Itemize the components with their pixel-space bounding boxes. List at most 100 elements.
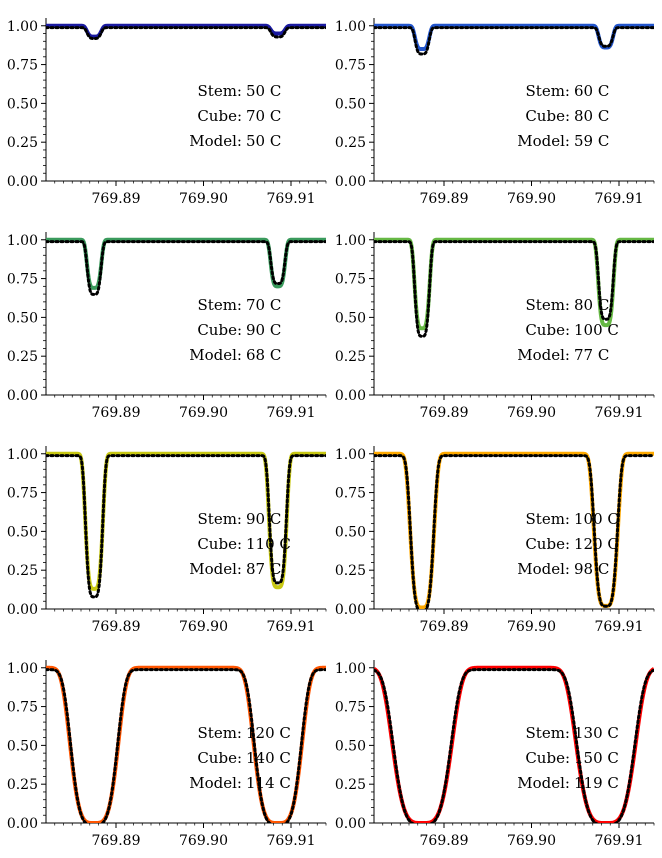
y-tick-label: 0.00 [335, 174, 366, 190]
y-tick-label: 0.50 [7, 96, 38, 112]
model-label: Model: [189, 346, 242, 364]
x-tick-label: 769.90 [179, 405, 228, 421]
y-tick-label: 0.25 [7, 777, 38, 793]
y-tick-label: 0.00 [335, 816, 366, 832]
x-tick-label: 769.91 [595, 833, 644, 849]
measured-spectrum-line [46, 451, 326, 591]
cube-value: 70 C [246, 107, 281, 125]
plot-area [374, 23, 654, 56]
plot-area [374, 665, 654, 823]
stem-label: Stem: [198, 724, 242, 742]
model-label: Model: [189, 560, 242, 578]
model-label: Model: [517, 132, 570, 150]
stem-value: 130 C [574, 724, 619, 742]
x-tick-label: 769.91 [267, 833, 316, 849]
stem-value: 90 C [246, 510, 281, 528]
y-tick-label: 0.00 [7, 602, 38, 618]
y-tick-label: 0.00 [7, 388, 38, 404]
model-spectrum-line [374, 240, 654, 338]
y-tick-label: 0.25 [335, 135, 366, 151]
cube-value: 140 C [246, 749, 291, 767]
y-tick-label: 0.25 [7, 135, 38, 151]
y-tick-label: 0.75 [335, 272, 366, 288]
measured-spectrum-line [46, 237, 326, 290]
y-tick-label: 0.50 [7, 738, 38, 754]
cube-label: Cube: [197, 321, 242, 339]
y-tick-label: 0.75 [335, 58, 366, 74]
model-value: 87 C [246, 560, 281, 578]
measured-spectrum-line [374, 237, 654, 331]
plot-area [374, 451, 654, 609]
measured-spectrum-line [46, 23, 326, 39]
x-tick-label: 769.91 [595, 191, 644, 207]
cube-value: 150 C [574, 749, 619, 767]
cube-label: Cube: [525, 321, 570, 339]
y-tick-label: 1.00 [335, 19, 366, 35]
x-tick-label: 769.89 [92, 833, 141, 849]
model-spectrum-line [46, 668, 326, 823]
x-tick-label: 769.89 [92, 405, 141, 421]
y-tick-label: 0.75 [7, 58, 38, 74]
x-tick-label: 769.90 [179, 833, 228, 849]
stem-value: 100 C [574, 510, 619, 528]
y-tick-label: 0.25 [335, 777, 366, 793]
panel-3: 0.00 0.25 0.50 0.75 1.00 769.89 769.90 769.91 St… [7, 232, 327, 421]
cube-value: 90 C [246, 321, 281, 339]
measured-spectrum-line [46, 665, 326, 823]
stem-label: Stem: [198, 510, 242, 528]
plot-area [46, 237, 326, 296]
x-tick-label: 769.90 [507, 833, 556, 849]
y-tick-label: 0.75 [7, 700, 38, 716]
plot-area [46, 23, 326, 40]
panel-5: 0.00 0.25 0.50 0.75 1.00 769.89 769.90 769.91 St… [7, 446, 327, 635]
model-value: 98 C [574, 560, 609, 578]
stem-value: 120 C [246, 724, 291, 742]
y-tick-label: 1.00 [335, 661, 366, 677]
stem-label: Stem: [526, 82, 570, 100]
y-tick-label: 0.00 [335, 388, 366, 404]
model-label: Model: [189, 774, 242, 792]
cube-value: 110 C [246, 535, 291, 553]
x-tick-label: 769.91 [595, 405, 644, 421]
cube-label: Cube: [197, 107, 242, 125]
y-tick-label: 0.25 [335, 563, 366, 579]
panel-6: 0.00 0.25 0.50 0.75 1.00 769.89 769.90 769.91 St… [335, 446, 655, 635]
y-tick-label: 0.50 [7, 310, 38, 326]
x-tick-label: 769.89 [420, 191, 469, 207]
y-tick-label: 0.75 [335, 486, 366, 502]
cube-value: 120 C [574, 535, 619, 553]
y-tick-label: 1.00 [335, 447, 366, 463]
x-tick-label: 769.90 [507, 405, 556, 421]
stem-label: Stem: [198, 82, 242, 100]
y-tick-label: 1.00 [335, 233, 366, 249]
model-spectrum-line [374, 454, 654, 609]
panel-7: 0.00 0.25 0.50 0.75 1.00 769.89 769.90 769.91 St… [7, 660, 327, 849]
model-value: 50 C [246, 132, 281, 150]
y-tick-label: 1.00 [7, 233, 38, 249]
stem-label: Stem: [526, 510, 570, 528]
y-tick-label: 0.75 [335, 700, 366, 716]
y-tick-label: 0.25 [7, 563, 38, 579]
y-tick-label: 0.50 [335, 310, 366, 326]
cube-label: Cube: [525, 535, 570, 553]
y-tick-label: 1.00 [7, 19, 38, 35]
x-tick-label: 769.89 [420, 833, 469, 849]
plot-area [46, 665, 326, 823]
model-value: 114 C [246, 774, 291, 792]
panel-1: 0.00 0.25 0.50 0.75 1.00 769.89 769.90 769.91 St… [7, 18, 327, 207]
model-label: Model: [189, 132, 242, 150]
model-spectrum-line [46, 454, 326, 599]
stem-value: 50 C [246, 82, 281, 100]
stem-value: 60 C [574, 82, 609, 100]
panel-8: 0.00 0.25 0.50 0.75 1.00 769.89 769.90 769.91 St… [335, 660, 655, 849]
measured-spectrum-line [374, 451, 654, 609]
x-tick-label: 769.91 [595, 619, 644, 635]
y-tick-label: 0.25 [7, 349, 38, 365]
model-spectrum-line [46, 240, 326, 296]
panel-4: 0.00 0.25 0.50 0.75 1.00 769.89 769.90 769.91 St… [335, 232, 655, 421]
cube-label: Cube: [525, 749, 570, 767]
model-spectrum-line [46, 26, 326, 40]
y-tick-label: 1.00 [7, 661, 38, 677]
model-value: 77 C [574, 346, 609, 364]
